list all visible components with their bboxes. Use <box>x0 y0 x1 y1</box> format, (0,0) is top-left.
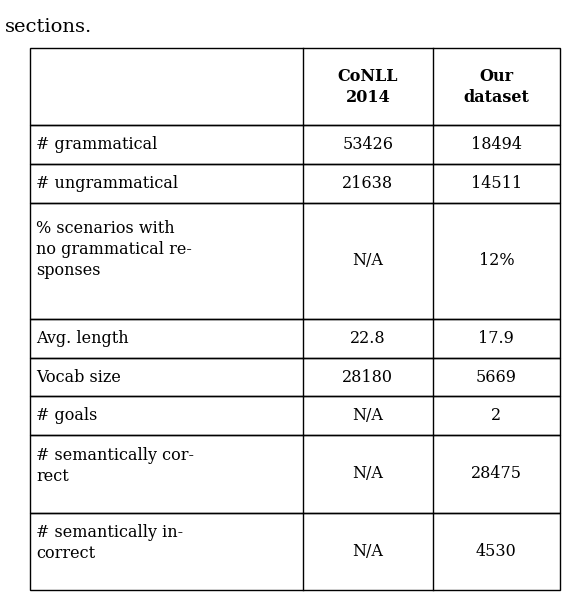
Bar <box>30 203 560 319</box>
Bar <box>30 358 560 396</box>
Text: 21638: 21638 <box>342 175 393 192</box>
Text: # semantically cor-
rect: # semantically cor- rect <box>36 447 194 485</box>
Text: # goals: # goals <box>36 407 97 424</box>
Bar <box>30 48 560 125</box>
Text: 53426: 53426 <box>342 136 393 153</box>
Text: Our
dataset: Our dataset <box>463 68 530 105</box>
Text: 18494: 18494 <box>471 136 522 153</box>
Text: Vocab size: Vocab size <box>36 368 121 385</box>
Text: # semantically in-
correct: # semantically in- correct <box>36 524 183 562</box>
Text: % scenarios with
no grammatical re-
sponses: % scenarios with no grammatical re- spon… <box>36 220 192 279</box>
Bar <box>30 164 560 203</box>
Text: 22.8: 22.8 <box>350 330 386 347</box>
Text: # ungrammatical: # ungrammatical <box>36 175 178 192</box>
Bar <box>30 319 560 358</box>
Text: N/A: N/A <box>353 465 383 482</box>
Text: Avg. length: Avg. length <box>36 330 129 347</box>
Text: 14511: 14511 <box>471 175 522 192</box>
Text: sections.: sections. <box>5 18 92 36</box>
Bar <box>30 125 560 164</box>
Text: 2: 2 <box>491 407 502 424</box>
Bar <box>30 513 560 590</box>
Text: 5669: 5669 <box>476 368 517 385</box>
Text: # grammatical: # grammatical <box>36 136 157 153</box>
Text: 12%: 12% <box>478 253 514 270</box>
Bar <box>30 396 560 435</box>
Bar <box>30 435 560 513</box>
Text: N/A: N/A <box>353 253 383 270</box>
Text: 28475: 28475 <box>471 465 522 482</box>
Text: 28180: 28180 <box>342 368 393 385</box>
Text: CoNLL
2014: CoNLL 2014 <box>338 68 398 105</box>
Text: N/A: N/A <box>353 407 383 424</box>
Text: N/A: N/A <box>353 543 383 560</box>
Text: 17.9: 17.9 <box>478 330 514 347</box>
Text: 4530: 4530 <box>476 543 517 560</box>
